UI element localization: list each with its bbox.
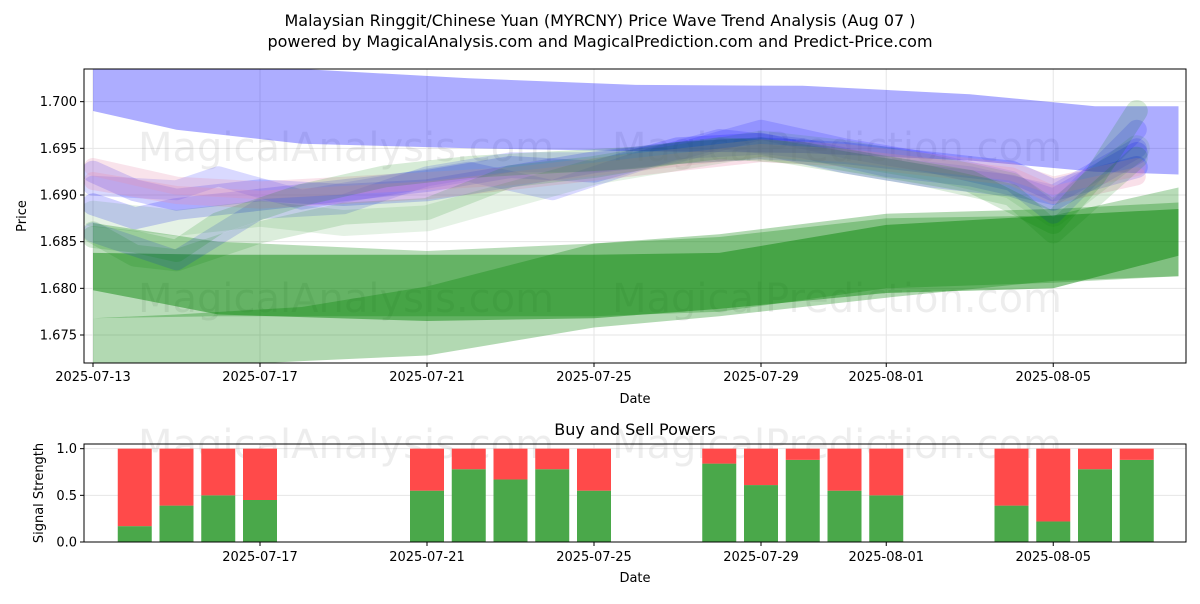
price-wave-green-6 bbox=[84, 100, 1148, 262]
power-y-axis: 0.0 0.5 1.0 bbox=[56, 442, 84, 551]
price-x-tick-label: 2025-07-25 bbox=[556, 370, 632, 385]
buy-power-bar bbox=[243, 500, 277, 542]
sell-power-bar bbox=[243, 448, 277, 500]
sell-power-bar bbox=[994, 448, 1029, 506]
buy-power-bar bbox=[410, 490, 444, 542]
sell-power-bar bbox=[869, 448, 904, 496]
sell-power-bar bbox=[827, 448, 862, 491]
buy-power-bar bbox=[451, 469, 486, 542]
buy-power-bar bbox=[535, 469, 570, 542]
buy-power-bar bbox=[744, 485, 778, 542]
price-y-tick-label: 1.675 bbox=[40, 329, 77, 344]
price-y-axis-label: Price bbox=[15, 200, 30, 232]
buy-power-bar bbox=[159, 505, 194, 542]
power-x-axis-label: Date bbox=[619, 571, 650, 586]
power-x-tick-label: 2025-07-21 bbox=[389, 550, 465, 565]
power-watermark-magicalanalysis: MagicalAnalysis.com bbox=[138, 422, 554, 468]
price-chart-grid bbox=[84, 69, 1186, 363]
price-x-tick-label: 2025-07-21 bbox=[389, 370, 465, 385]
sell-power-bar bbox=[410, 448, 444, 491]
watermark-magicalprediction: MagicalPrediction.com bbox=[612, 125, 1062, 171]
buy-power-bar bbox=[201, 495, 236, 542]
buy-power-bar bbox=[493, 479, 528, 542]
price-x-tick-label: 2025-07-17 bbox=[222, 370, 298, 385]
price-wave-pink-4 bbox=[84, 144, 1146, 209]
watermark-magicalanalysis: MagicalAnalysis.com bbox=[138, 125, 554, 171]
price-chart-watermarks: MagicalAnalysis.com MagicalPrediction.co… bbox=[138, 125, 1062, 322]
power-x-tick-label: 2025-07-17 bbox=[222, 550, 298, 565]
power-chart-watermarks: MagicalAnalysis.com MagicalPrediction.co… bbox=[138, 422, 1062, 468]
price-wave-blue-1 bbox=[84, 132, 1148, 230]
buy-power-bar bbox=[1078, 469, 1112, 542]
buy-power-bar bbox=[1036, 521, 1071, 542]
price-band-green-1 bbox=[93, 209, 1179, 321]
sell-power-bar bbox=[535, 448, 570, 470]
price-wave-blue-3 bbox=[84, 119, 1147, 271]
buy-power-bar bbox=[827, 490, 862, 542]
power-y-tick-label: 0.5 bbox=[56, 489, 77, 504]
power-x-tick-label: 2025-07-29 bbox=[723, 550, 799, 565]
price-x-axis: 2025-07-13 2025-07-17 2025-07-21 2025-07-25… bbox=[55, 363, 1091, 385]
buy-power-bar bbox=[785, 459, 820, 542]
price-waves bbox=[84, 100, 1150, 272]
sell-power-bar bbox=[1036, 448, 1071, 522]
power-x-tick-label: 2025-08-05 bbox=[1015, 550, 1091, 565]
price-y-axis: 1.675 1.680 1.685 1.690 1.695 1.700 bbox=[40, 95, 84, 344]
chart-title-line-2: powered by MagicalAnalysis.com and Magic… bbox=[267, 32, 932, 51]
buy-power-bar bbox=[994, 505, 1029, 542]
price-wave-blue-0 bbox=[84, 137, 1148, 211]
power-chart-frame bbox=[83, 443, 1187, 543]
buy-power-bar bbox=[577, 490, 611, 542]
buy-sell-power-chart: Buy and Sell Powers MagicalAnalysis.com … bbox=[32, 420, 1187, 586]
price-band-blue-0 bbox=[93, 69, 1179, 175]
price-x-tick-label: 2025-08-05 bbox=[1015, 370, 1091, 385]
power-x-tick-label: 2025-07-25 bbox=[556, 550, 632, 565]
power-chart-title: Buy and Sell Powers bbox=[554, 420, 716, 439]
price-chart-frame bbox=[83, 68, 1187, 364]
power-x-axis: 2025-07-17 2025-07-21 2025-07-25 2025-07-29… bbox=[222, 542, 1091, 565]
watermark-magicalprediction-2: MagicalPrediction.com bbox=[612, 276, 1062, 322]
buy-power-bar bbox=[869, 495, 904, 542]
price-band-green-3 bbox=[93, 202, 1179, 363]
price-y-tick-label: 1.685 bbox=[40, 235, 77, 250]
price-y-tick-label: 1.695 bbox=[40, 142, 77, 157]
price-x-tick-label: 2025-08-01 bbox=[848, 370, 924, 385]
price-y-tick-label: 1.700 bbox=[40, 95, 77, 110]
buy-power-bar bbox=[117, 526, 152, 542]
sell-power-bar bbox=[785, 448, 820, 460]
price-x-axis-label: Date bbox=[619, 392, 650, 407]
price-wave-green-8 bbox=[84, 130, 1150, 236]
sell-power-bar bbox=[159, 448, 194, 506]
price-band-green-2 bbox=[93, 187, 1179, 319]
sell-power-bar bbox=[702, 448, 737, 464]
sell-power-bar bbox=[493, 448, 528, 480]
buy-power-bar bbox=[1119, 459, 1154, 542]
price-wave-blue-2 bbox=[84, 129, 1147, 210]
sell-power-bar bbox=[744, 448, 778, 486]
sell-power-bar bbox=[201, 448, 236, 496]
sell-power-bar bbox=[577, 448, 611, 491]
power-bars bbox=[117, 448, 1154, 542]
sell-power-bar bbox=[117, 448, 152, 527]
power-y-tick-label: 0.0 bbox=[56, 536, 77, 551]
price-y-tick-label: 1.690 bbox=[40, 189, 77, 204]
price-bands bbox=[93, 69, 1179, 363]
watermark-magicalanalysis-2: MagicalAnalysis.com bbox=[138, 276, 554, 322]
price-y-tick-label: 1.680 bbox=[40, 282, 77, 297]
price-x-tick-label: 2025-07-29 bbox=[723, 370, 799, 385]
sell-power-bar bbox=[1078, 448, 1112, 470]
price-wave-pink-5 bbox=[84, 139, 1146, 200]
chart-title-line-1: Malaysian Ringgit/Chinese Yuan (MYRCNY) … bbox=[284, 11, 915, 30]
sell-power-bar bbox=[451, 448, 486, 470]
price-wave-green-7 bbox=[84, 137, 1148, 272]
power-y-tick-label: 1.0 bbox=[56, 442, 77, 457]
price-chart: MagicalAnalysis.com MagicalPrediction.co… bbox=[15, 68, 1187, 407]
power-x-tick-label: 2025-08-01 bbox=[848, 550, 924, 565]
price-x-tick-label: 2025-07-13 bbox=[55, 370, 131, 385]
power-y-axis-label: Signal Strength bbox=[32, 443, 47, 543]
buy-power-bar bbox=[702, 463, 737, 542]
sell-power-bar bbox=[1119, 448, 1154, 460]
